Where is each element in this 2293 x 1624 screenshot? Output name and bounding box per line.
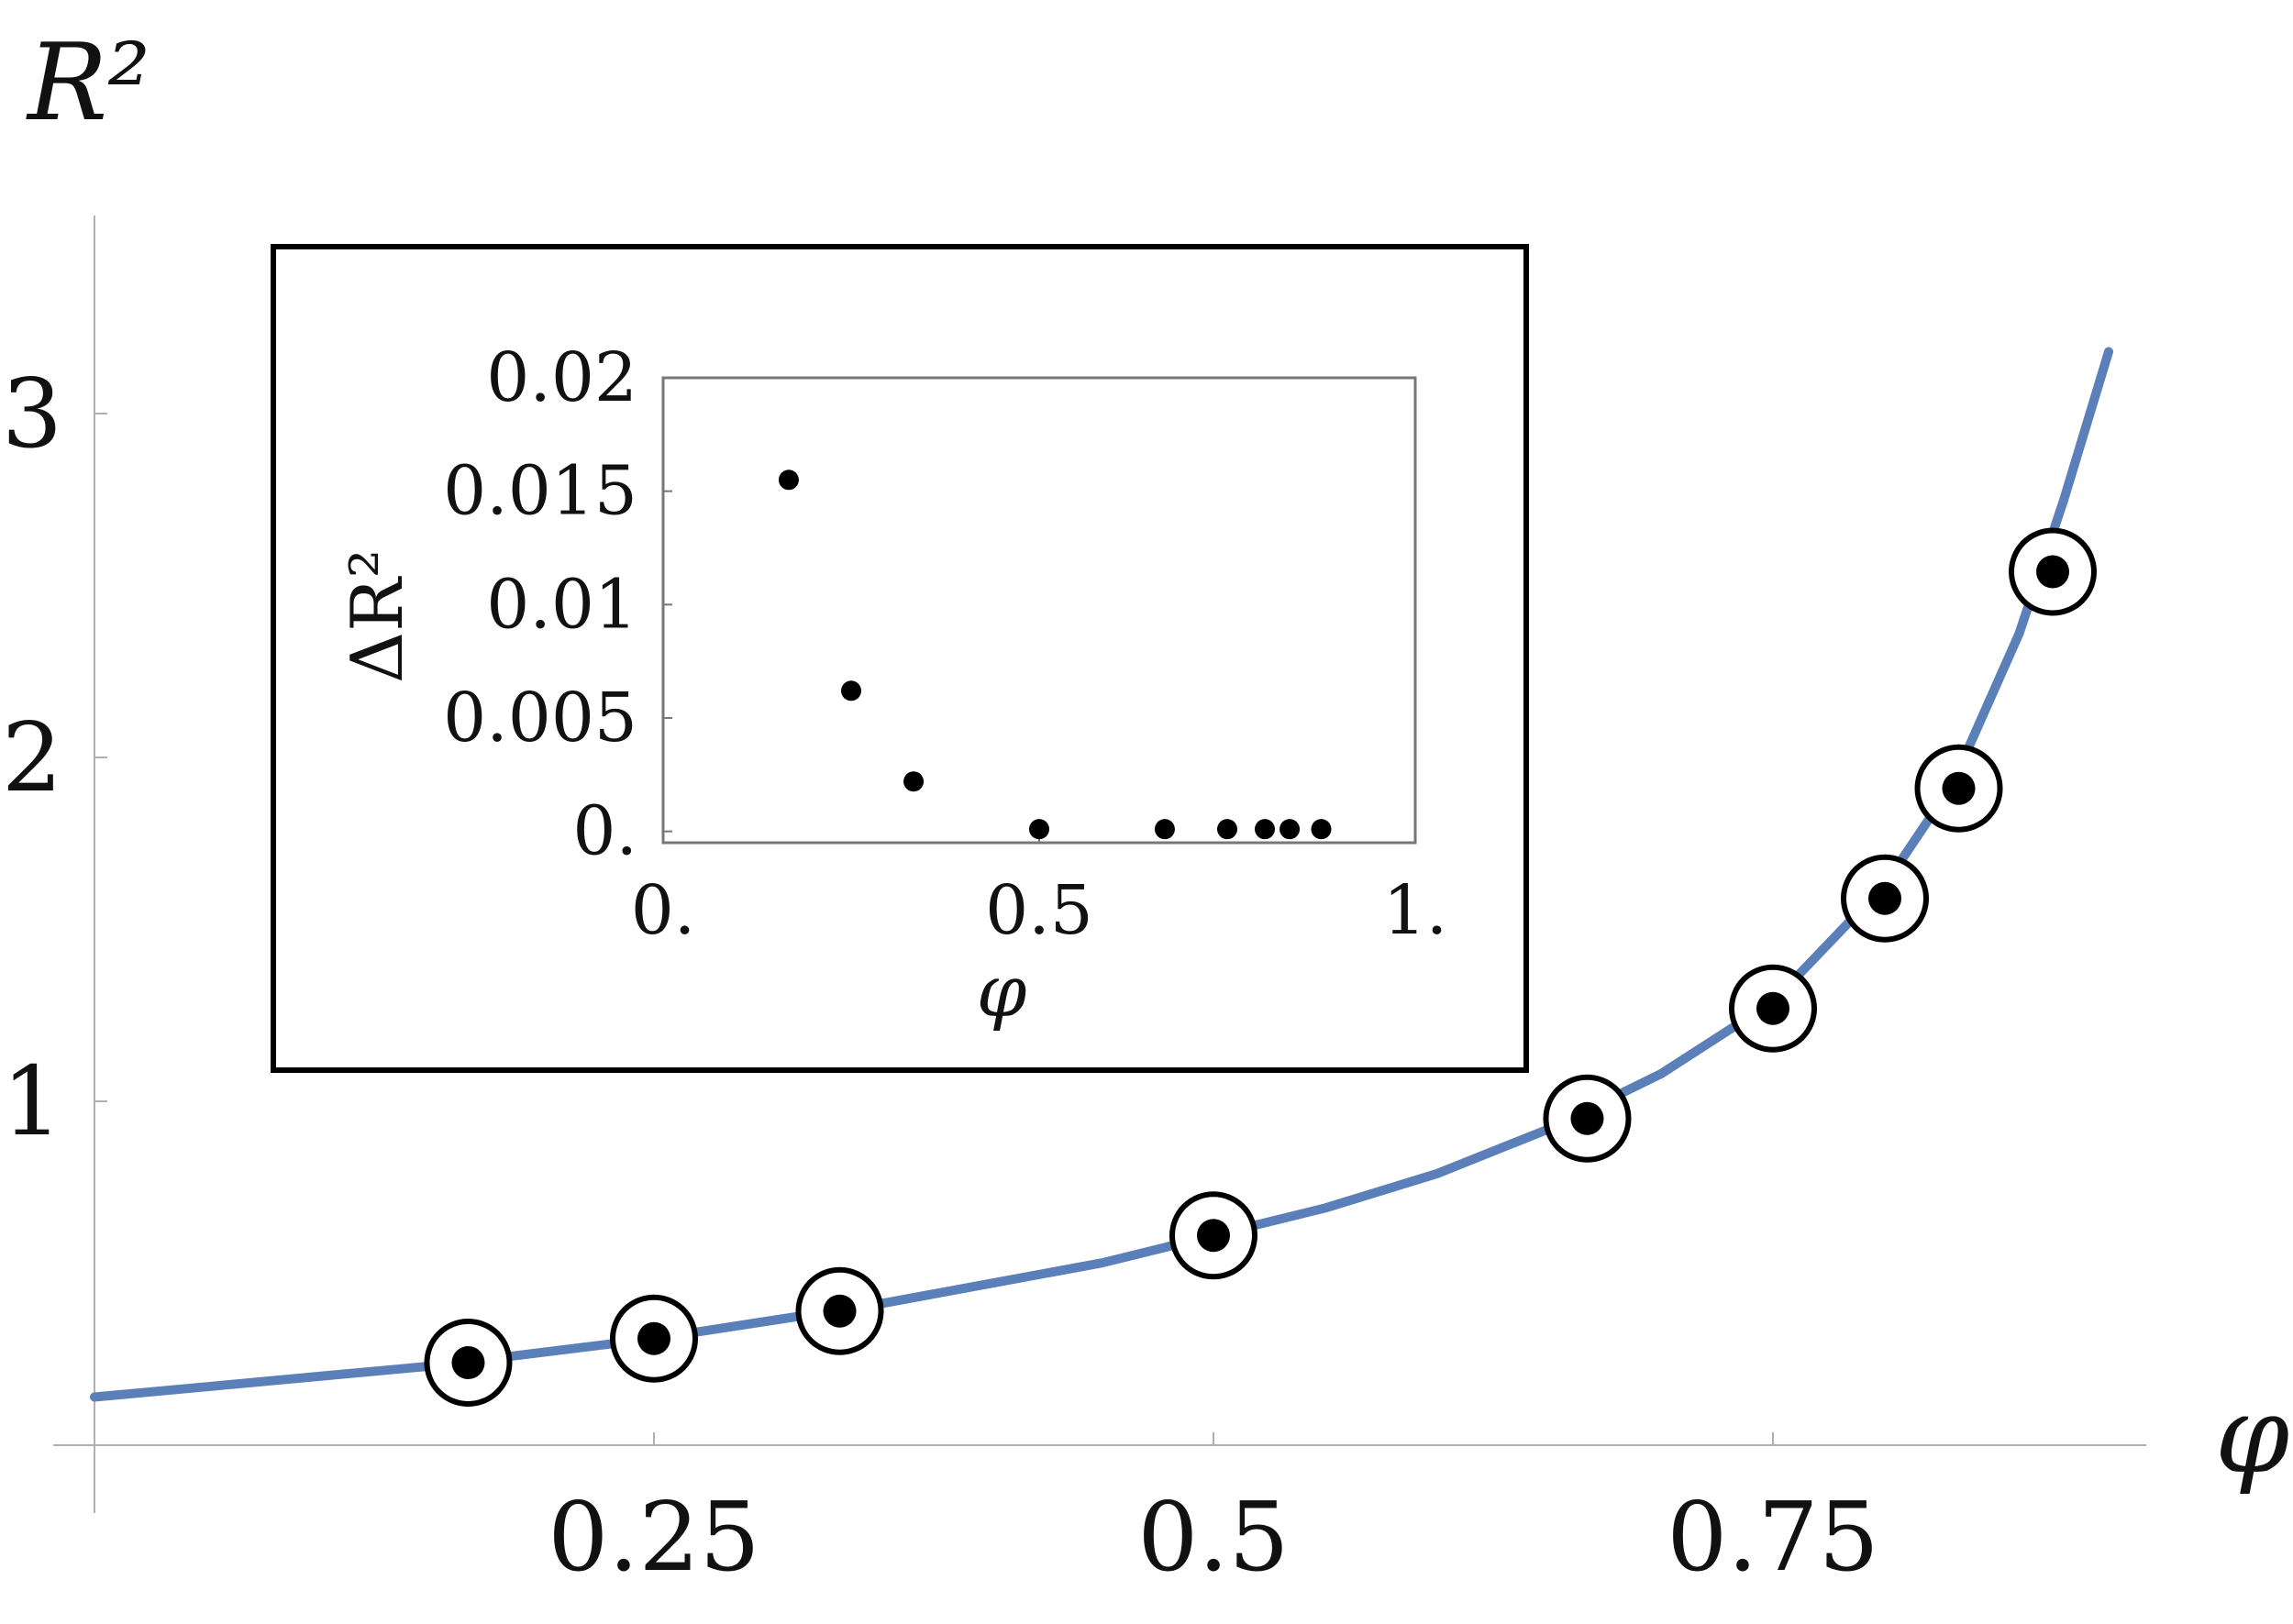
main-x-axis-title: φ [2215, 1374, 2289, 1497]
main-data-point [795, 1266, 884, 1355]
inset-y-tick-label: 0.005 [443, 679, 637, 757]
inset-points [778, 470, 1332, 840]
inset-y-ticks: 0. 0.005 0.01 0.015 0.02 [443, 338, 672, 871]
inset-data-point [1217, 819, 1237, 840]
main-x-tick-label: 0.25 [548, 1481, 760, 1593]
main-data-point [1914, 744, 2003, 833]
main-data-point [1729, 964, 1817, 1053]
inset-x-tick-label: 0.5 [985, 871, 1093, 950]
inset-data-point [1255, 819, 1275, 840]
main-data-point [2009, 527, 2097, 616]
inset-y-axis-title: ΔR² [337, 549, 419, 683]
main-data-point [424, 1319, 513, 1407]
main-y-ticks: 1 2 3 [2, 358, 107, 1157]
main-x-tick-label: 0.5 [1137, 1481, 1289, 1593]
inset-y-tick-label: 0. [572, 792, 637, 871]
main-data-point [1169, 1191, 1257, 1280]
inset-y-tick-label: 0.015 [443, 452, 637, 531]
main-y-tick-label: 3 [2, 358, 62, 470]
main-y-axis-title: R² [26, 21, 150, 145]
main-points [424, 527, 2097, 1407]
main-y-tick-label: 1 [2, 1045, 62, 1157]
inset-x-axis-title: φ [977, 951, 1027, 1033]
inset-data-point [1311, 819, 1332, 840]
inset-y-tick-label: 0.02 [486, 338, 637, 417]
main-axes: 0.25 0.5 0.75 1 2 3 R² φ [2, 21, 2289, 1593]
inset-frame [271, 244, 1529, 1073]
inset-x-tick-label: 1. [1383, 871, 1448, 950]
inset-x-tick-label: 0. [631, 871, 696, 950]
inset-data-point [1154, 819, 1175, 840]
inset-data-point [1029, 819, 1049, 840]
main-y-tick-label: 2 [2, 702, 62, 813]
inset-data-point [1279, 819, 1301, 840]
main-x-tick-label: 0.75 [1667, 1481, 1879, 1593]
inset-data-point [841, 680, 861, 702]
inset-data-point [778, 470, 799, 491]
main-data-point [610, 1294, 698, 1383]
main-data-point [1543, 1074, 1632, 1163]
main-x-ticks: 0.25 0.5 0.75 [548, 1432, 1879, 1593]
main-data-point [1841, 854, 1929, 943]
inset-data-point [903, 771, 925, 792]
inset-y-tick-label: 0.01 [486, 565, 637, 644]
inset-x-ticks: 0. 0.5 1. [631, 834, 1448, 950]
